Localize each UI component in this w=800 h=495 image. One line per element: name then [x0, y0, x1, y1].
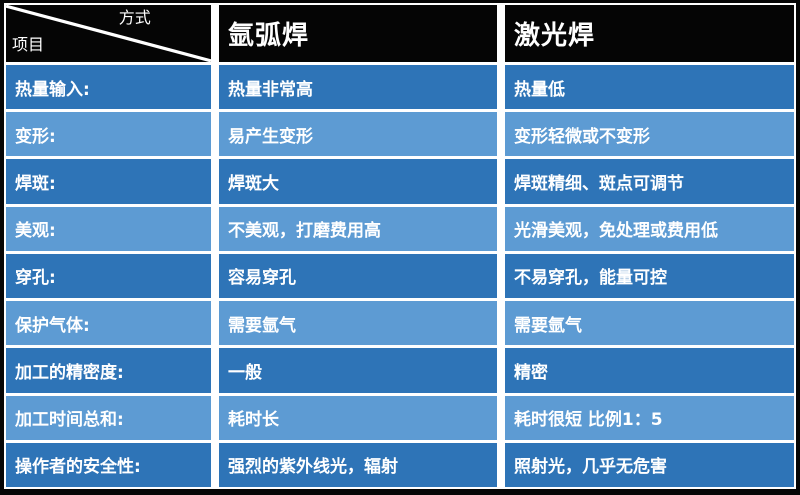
corner-label-method: 方式: [118, 8, 151, 27]
column-header-laser-welding: 激光焊: [505, 5, 794, 62]
row-argon-arc-value: 强烈的紫外线光，辐射: [219, 442, 497, 487]
row-laser-value: 焊斑精细、斑点可调节: [505, 159, 794, 204]
row-item-label: 美观:: [6, 206, 211, 251]
row-laser-value: 不易穿孔，能量可控: [505, 253, 794, 299]
row-laser-value: 精密: [505, 348, 794, 393]
row-item-label: 热量输入:: [6, 65, 211, 110]
row-argon-arc-value: 易产生变形: [219, 112, 497, 157]
row-item-label: 加工的精密度:: [6, 348, 211, 393]
row-item-label: 焊斑:: [6, 159, 211, 204]
row-item-label: 穿孔:: [6, 253, 211, 299]
row-argon-arc-value: 容易穿孔: [219, 253, 497, 299]
corner-header-cell: 方式 项目: [6, 5, 211, 62]
row-laser-value: 照射光，几乎无危害: [505, 442, 794, 487]
row-laser-value: 光滑美观，免处理或费用低: [505, 206, 794, 251]
row-argon-arc-value: 一般: [219, 348, 497, 393]
row-argon-arc-value: 不美观，打磨费用高: [219, 206, 497, 251]
row-item-label: 变形:: [6, 112, 211, 157]
row-argon-arc-value: 耗时长: [219, 395, 497, 440]
row-argon-arc-value: 热量非常高: [219, 65, 497, 110]
row-argon-arc-value: 焊斑大: [219, 159, 497, 204]
row-argon-arc-value: 需要氩气: [219, 301, 497, 346]
row-item-label: 操作者的安全性:: [6, 442, 211, 487]
corner-label-item: 项目: [12, 35, 45, 54]
row-item-label: 保护气体:: [6, 301, 211, 346]
row-laser-value: 热量低: [505, 65, 794, 110]
column-header-argon-arc-welding: 氩弧焊: [219, 5, 497, 62]
row-laser-value: 需要氩气: [505, 301, 794, 346]
row-laser-value: 耗时很短 比例1：5: [505, 395, 794, 440]
row-laser-value: 变形轻微或不变形: [505, 112, 794, 157]
row-item-label: 加工时间总和:: [6, 395, 211, 440]
diagonal-divider-line: [6, 5, 211, 62]
comparison-table: 方式 项目 氩弧焊 激光焊 热量输入: 热量非常高 热量低 变形: 易产生变形 …: [4, 3, 796, 489]
